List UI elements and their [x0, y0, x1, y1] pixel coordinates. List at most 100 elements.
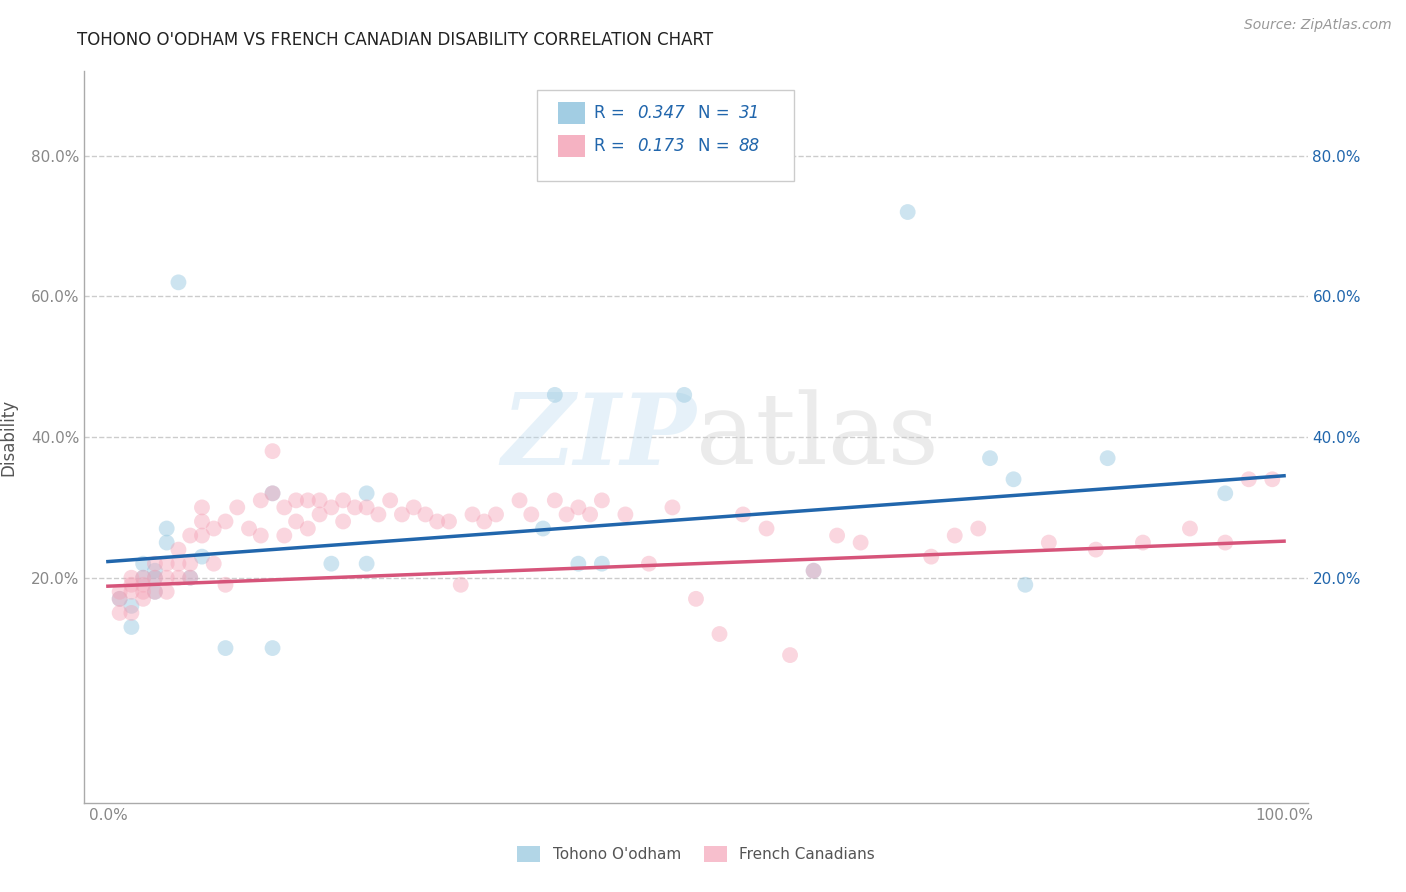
Point — [1237, 472, 1260, 486]
Point — [1261, 472, 1284, 486]
Point — [120, 620, 142, 634]
Text: R =: R = — [595, 104, 626, 122]
Point — [156, 584, 179, 599]
Point — [356, 486, 378, 500]
Point — [332, 515, 354, 529]
Point — [297, 493, 319, 508]
Point — [356, 500, 378, 515]
Point — [108, 591, 131, 606]
Point — [1213, 486, 1236, 500]
Point — [202, 557, 225, 571]
Point — [214, 578, 236, 592]
Text: R =: R = — [595, 137, 626, 155]
Point — [567, 500, 589, 515]
Point — [920, 549, 942, 564]
Point — [179, 571, 201, 585]
Point — [143, 584, 166, 599]
Legend: Tohono O'odham, French Canadians: Tohono O'odham, French Canadians — [512, 840, 880, 868]
Point — [226, 500, 249, 515]
Point — [803, 564, 825, 578]
Point — [132, 571, 155, 585]
Point — [156, 521, 179, 535]
Point — [132, 571, 155, 585]
Point — [544, 493, 567, 508]
Point — [579, 508, 602, 522]
FancyBboxPatch shape — [537, 90, 794, 181]
Point — [167, 542, 190, 557]
Point — [509, 493, 531, 508]
Point — [132, 557, 155, 571]
Point — [332, 493, 354, 508]
Point — [120, 599, 142, 613]
Text: 31: 31 — [738, 104, 761, 122]
Point — [380, 493, 402, 508]
Point — [485, 508, 508, 522]
Point — [167, 276, 190, 290]
Point — [262, 641, 284, 656]
Point — [779, 648, 801, 662]
Point — [1178, 521, 1201, 535]
Point — [321, 557, 343, 571]
Point — [367, 508, 389, 522]
Point — [614, 508, 637, 522]
Point — [402, 500, 425, 515]
Point — [356, 557, 378, 571]
Point — [673, 388, 696, 402]
Point — [273, 500, 295, 515]
Point — [943, 528, 966, 542]
Point — [531, 521, 554, 535]
Point — [262, 486, 284, 500]
Text: N =: N = — [699, 104, 730, 122]
Point — [391, 508, 413, 522]
Point — [591, 557, 613, 571]
Point — [179, 571, 201, 585]
Point — [167, 571, 190, 585]
Point — [108, 584, 131, 599]
Point — [143, 584, 166, 599]
Point — [143, 564, 166, 578]
Point — [120, 571, 142, 585]
Point — [755, 521, 778, 535]
Point — [731, 508, 754, 522]
Point — [273, 528, 295, 542]
Point — [262, 444, 284, 458]
Text: TOHONO O'ODHAM VS FRENCH CANADIAN DISABILITY CORRELATION CHART: TOHONO O'ODHAM VS FRENCH CANADIAN DISABI… — [77, 31, 713, 49]
Point — [591, 493, 613, 508]
Point — [202, 521, 225, 535]
Point — [120, 606, 142, 620]
Text: Source: ZipAtlas.com: Source: ZipAtlas.com — [1244, 18, 1392, 32]
Point — [143, 571, 166, 585]
FancyBboxPatch shape — [558, 135, 585, 157]
Point — [1084, 542, 1107, 557]
Point — [343, 500, 366, 515]
Point — [191, 500, 214, 515]
Point — [461, 508, 484, 522]
Point — [297, 521, 319, 535]
Point — [426, 515, 449, 529]
Point — [132, 578, 155, 592]
Text: 88: 88 — [738, 137, 761, 155]
Y-axis label: Disability: Disability — [0, 399, 17, 475]
Point — [120, 584, 142, 599]
Point — [308, 508, 330, 522]
Point — [321, 500, 343, 515]
Text: 0.347: 0.347 — [637, 104, 685, 122]
Text: 0.173: 0.173 — [637, 137, 685, 155]
Point — [120, 578, 142, 592]
Point — [156, 571, 179, 585]
Point — [1132, 535, 1154, 549]
Point — [1038, 535, 1060, 549]
Text: ZIP: ZIP — [501, 389, 696, 485]
Point — [249, 528, 271, 542]
Point — [979, 451, 1001, 466]
Point — [156, 535, 179, 549]
Point — [849, 535, 872, 549]
Point — [897, 205, 920, 219]
Point — [132, 584, 155, 599]
Point — [1213, 535, 1236, 549]
Point — [249, 493, 271, 508]
Point — [450, 578, 472, 592]
Point — [214, 641, 236, 656]
Point — [167, 557, 190, 571]
Point — [825, 528, 848, 542]
